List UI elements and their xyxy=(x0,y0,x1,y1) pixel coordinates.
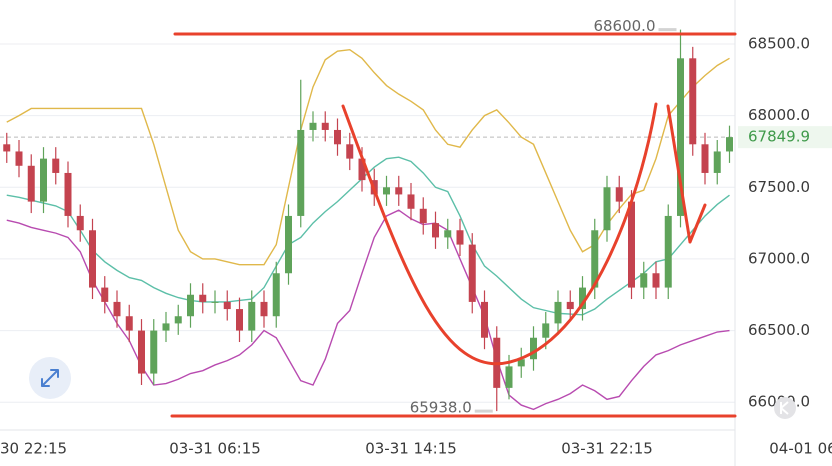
y-tick-label: 68500.0 xyxy=(748,34,810,52)
candle-body xyxy=(223,301,231,310)
candle-body xyxy=(726,137,733,152)
candle-body xyxy=(309,122,317,130)
candle-body xyxy=(591,230,599,288)
candle-body xyxy=(383,187,390,195)
candle-body xyxy=(3,144,11,152)
candle-body xyxy=(579,287,586,310)
candle-body xyxy=(554,301,562,324)
extreme-label: 65938.0 xyxy=(410,399,472,417)
candle-body xyxy=(113,301,121,317)
candle-body xyxy=(101,287,109,302)
candle-body xyxy=(456,230,464,245)
candle-body xyxy=(285,215,292,274)
x-tick-label: 03-31 22:15 xyxy=(561,440,653,458)
candle-body xyxy=(566,301,574,310)
candle-body xyxy=(615,187,623,202)
cup-curve xyxy=(341,102,658,366)
y-tick-label: 68000.0 xyxy=(748,106,810,124)
candle-body xyxy=(407,194,415,209)
candle-body xyxy=(640,273,648,288)
candle-body xyxy=(187,294,194,317)
candle-body xyxy=(248,301,256,331)
candle-body xyxy=(689,58,697,145)
candle-body xyxy=(138,330,145,374)
candle-body xyxy=(628,201,635,288)
candle-body xyxy=(334,129,341,145)
candle-body xyxy=(444,230,452,238)
y-tick-label: 66500.0 xyxy=(748,321,810,339)
candle-body xyxy=(419,208,427,224)
candle-body xyxy=(542,323,550,338)
candle-body xyxy=(468,244,476,302)
candle-body xyxy=(530,337,537,360)
candle-body xyxy=(15,151,23,166)
expand-button[interactable] xyxy=(29,357,71,399)
logo-badge xyxy=(774,397,796,419)
down-arrow xyxy=(666,104,707,244)
candle-body xyxy=(52,158,60,173)
candle-body xyxy=(297,129,305,216)
last-price-label: 67849.9 xyxy=(748,128,810,146)
candle-body xyxy=(150,330,158,374)
candle-body xyxy=(64,172,72,216)
candle-body xyxy=(211,301,219,303)
candle-body xyxy=(677,58,684,216)
x-tick-label: 30 22:15 xyxy=(0,440,67,458)
candle-body xyxy=(701,144,709,173)
candle-body xyxy=(603,187,611,231)
y-tick-label: 67000.0 xyxy=(748,249,810,267)
candle-body xyxy=(27,165,35,202)
candle-body xyxy=(481,301,488,338)
candle-body xyxy=(517,359,525,367)
candle-body xyxy=(395,187,403,195)
band-line xyxy=(6,209,730,411)
candle-body xyxy=(89,230,96,288)
candle-body xyxy=(321,122,329,130)
last-price-tag xyxy=(738,126,832,149)
candle-body xyxy=(432,223,439,238)
candle-body xyxy=(125,316,133,331)
x-tick-label: 03-31 14:15 xyxy=(365,440,457,458)
extreme-label: 68600.0 xyxy=(593,17,655,35)
candle-body xyxy=(236,309,243,331)
candle-body xyxy=(358,158,366,181)
candle-body xyxy=(174,316,182,324)
candle-body xyxy=(652,273,660,288)
candle-body xyxy=(260,301,268,317)
band-line xyxy=(6,156,730,316)
candle-body xyxy=(346,144,354,159)
candle-body xyxy=(664,215,672,288)
drawing xyxy=(170,32,737,418)
candle-body xyxy=(199,294,207,302)
candle-body xyxy=(713,151,721,173)
candle-body xyxy=(40,158,47,202)
candle-body xyxy=(76,215,84,231)
x-tick-label: 04-01 06 xyxy=(769,440,832,458)
candle-body xyxy=(162,323,170,331)
y-tick-label: 67500.0 xyxy=(748,178,810,196)
candle-body xyxy=(272,273,280,317)
x-tick-label: 03-31 06:15 xyxy=(169,440,261,458)
candle-body xyxy=(505,366,513,388)
